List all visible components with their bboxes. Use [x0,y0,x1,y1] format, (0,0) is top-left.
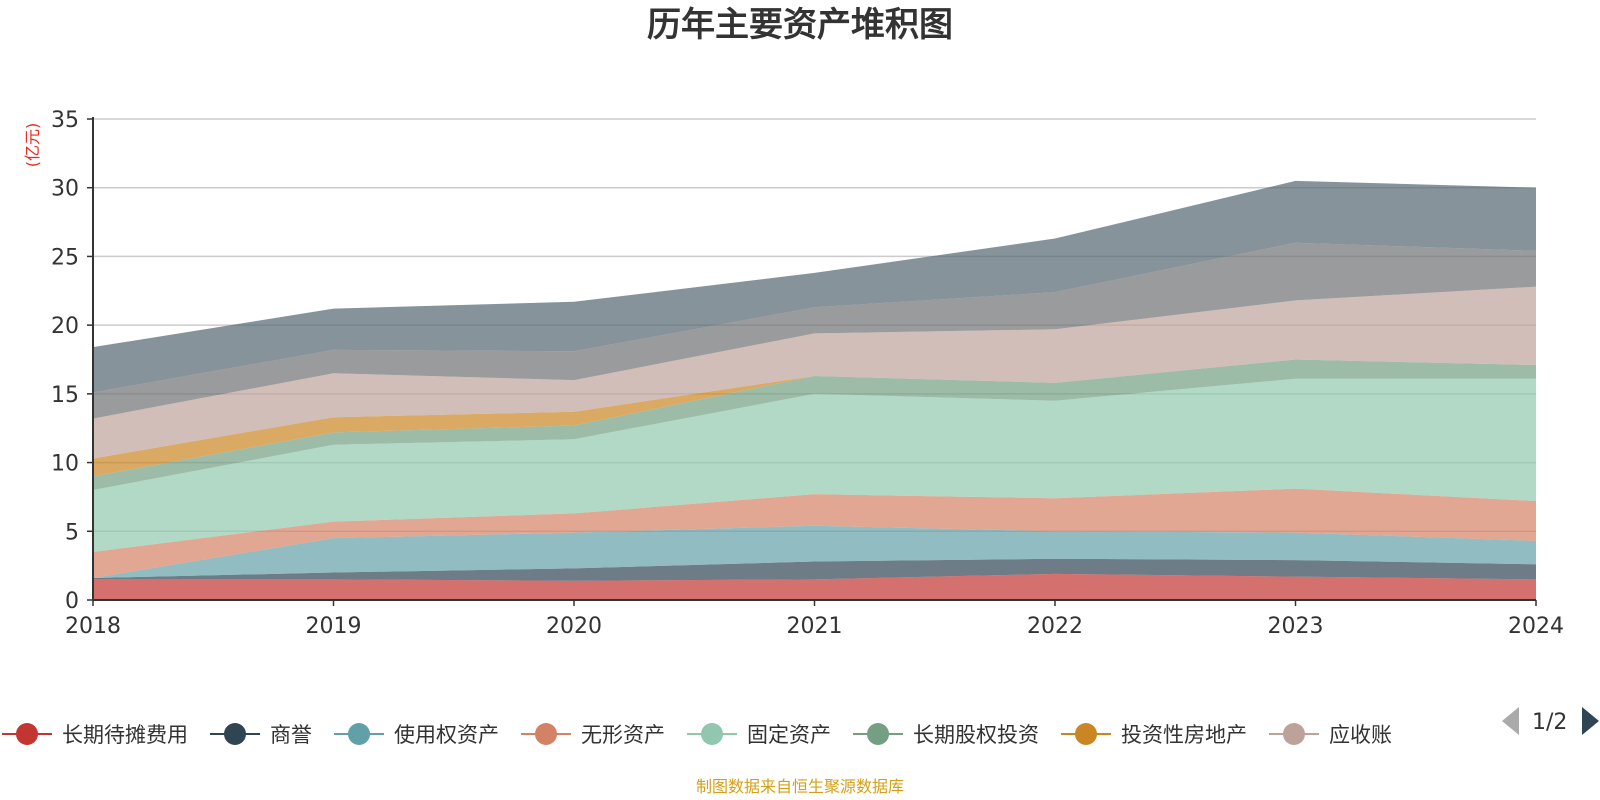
legend-label: 商誉 [270,723,312,747]
legend-label: 无形资产 [581,723,665,747]
legend-marker-icon [16,723,38,745]
y-tick-label: 35 [51,108,79,133]
area-series-9 [93,242,1536,419]
area-series-3 [93,525,1536,579]
stacked-areas [93,180,1536,600]
area-series-2 [93,558,1536,581]
axes: 0 5 10 15 20 25 30 35 2018 2019 2020 2021 2022 2023 20… [51,108,1564,639]
legend-label: 投资性房地产 [1121,723,1247,747]
legend-item[interactable]: 使用权资产 [334,723,499,747]
legend-label: 使用权资产 [394,723,499,747]
chart-title: 历年主要资产堆积图 [647,5,953,45]
x-tick-label: 2021 [787,614,843,639]
legend-label: 长期待摊费用 [62,723,188,747]
x-tick-label: 2018 [65,614,121,639]
legend-item[interactable]: 商誉 [210,723,312,747]
legend-item[interactable]: 长期待摊费用 [2,723,188,747]
y-axis-unit-label: (亿元) [23,123,42,168]
legend-marker-icon [348,723,370,745]
y-tick-label: 5 [65,520,79,545]
legend-pager: 1/2 [1502,707,1599,735]
legend-item[interactable]: 应收账 [1269,723,1392,747]
data-source-note: 制图数据来自恒生聚源数据库 [695,777,904,796]
legend-marker-icon [224,723,246,745]
y-tick-label: 30 [51,177,79,202]
area-series-5 [93,378,1536,552]
legend-next-page-icon[interactable] [1582,707,1599,735]
legend-marker-icon [535,723,557,745]
x-tick-label: 2020 [546,614,602,639]
y-tick-label: 15 [51,383,79,408]
legend-label: 长期股权投资 [913,723,1039,747]
area-series-6 [93,359,1536,491]
legend-item[interactable]: 固定资产 [687,723,831,747]
legend-item[interactable]: 长期股权投资 [853,723,1039,747]
legend-prev-page-icon[interactable] [1502,707,1519,735]
legend-item[interactable]: 无形资产 [521,723,665,747]
legend-marker-icon [1075,723,1097,745]
legend-item[interactable]: 投资性房地产 [1061,723,1247,747]
area-series-8 [93,286,1536,459]
legend-marker-icon [701,723,723,745]
x-tick-label: 2019 [306,614,362,639]
y-tick-label: 25 [51,245,79,270]
area-series-10 [93,180,1536,393]
y-tick-label: 20 [51,314,79,339]
legend-label: 固定资产 [747,723,831,747]
x-tick-label: 2022 [1027,614,1083,639]
y-tick-label: 10 [51,452,79,477]
legend-page-indicator: 1/2 [1532,710,1567,735]
legend-marker-icon [867,723,889,745]
legend: 长期待摊费用 商誉 使用权资产 无形资产 固定资产 长期股权投资 投资性房地产 应收账 [2,723,1392,747]
area-series-4 [93,488,1536,579]
legend-label: 应收账 [1329,723,1392,747]
x-tick-label: 2023 [1268,614,1324,639]
area-series-7 [93,359,1536,477]
y-tick-label: 0 [65,589,79,614]
legend-marker-icon [1283,723,1305,745]
area-series-1 [93,573,1536,600]
x-tick-label: 2024 [1508,614,1564,639]
